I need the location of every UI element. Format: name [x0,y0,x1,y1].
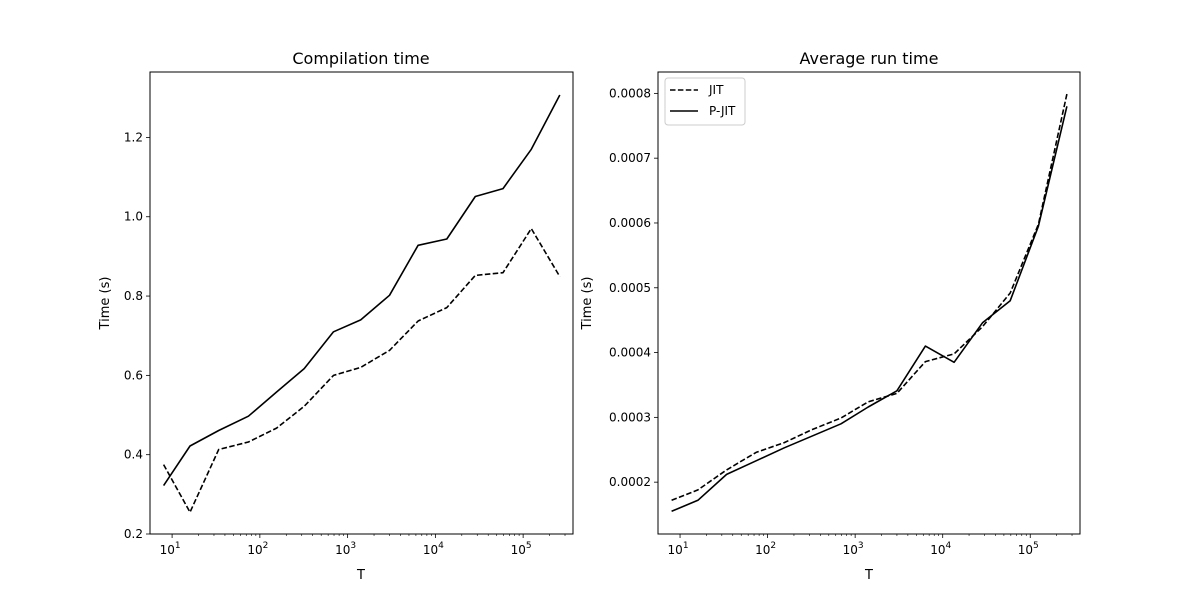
y-tick-label: 0.6 [124,368,143,382]
x-tick-label: 102 [247,541,268,557]
x-tick-label: 101 [160,541,181,557]
y-tick-label: 0.4 [124,448,143,462]
plot-area [162,94,561,514]
x-tick-label-exponent: 1 [683,541,689,551]
y-tick-label: 0.0007 [609,151,651,165]
x-tick-label-base: 10 [755,543,770,557]
solid-series-line [162,94,561,487]
x-axis-label: T [864,568,873,583]
x-tick-label-base: 10 [843,543,858,557]
x-tick-label-base: 10 [335,543,350,557]
y-tick-label: 0.2 [124,527,143,541]
x-tick-label-base: 10 [1018,543,1033,557]
y-tick-label: 0.0003 [609,410,651,424]
y-tick-label: 0.0002 [609,475,651,489]
x-tick-label: 101 [668,541,689,557]
legend-label-p-jit: P-JIT [709,104,736,118]
compilation-time-chart: Compilation time 101 102 103 104 1050.20.40.… [98,49,574,583]
solid-series-line [671,106,1068,513]
x-tick-label: 102 [755,541,776,557]
axes-frame [149,71,574,535]
x-axis-label: T [356,568,365,583]
y-tick-label: 0.0006 [609,216,651,230]
x-tick-label-exponent: 4 [945,541,951,551]
x-tick-label: 105 [511,541,532,557]
x-tick-label-base: 10 [247,543,262,557]
x-tick-label-exponent: 5 [526,541,532,551]
axis-ticks: 101 102 103 104 1050.00020.00030.00040.00050… [609,86,1073,557]
x-tick-label: 105 [1018,541,1039,557]
x-tick-label-base: 10 [668,543,683,557]
y-tick-label: 0.0005 [609,281,651,295]
x-tick-label-base: 10 [160,543,175,557]
axes-frame [657,71,1081,535]
x-tick-label-exponent: 5 [1033,541,1039,551]
chart-title: Compilation time [292,49,429,68]
y-tick-label: 0.0004 [609,346,651,360]
x-tick-label-exponent: 4 [438,541,444,551]
x-tick-label-base: 10 [511,543,526,557]
x-tick-label: 103 [843,541,864,557]
x-tick-label: 104 [930,541,951,557]
legend-label-jit: JIT [708,83,724,97]
legend-box [664,77,746,126]
y-axis-label: Time (s) [580,277,595,331]
x-tick-label-exponent: 3 [858,541,864,551]
y-tick-label: 0.8 [124,289,143,303]
x-tick-label-exponent: 3 [350,541,356,551]
y-tick-label: 1.2 [124,130,143,144]
x-tick-label: 104 [423,541,444,557]
x-tick-label-exponent: 1 [175,541,181,551]
x-tick-label-exponent: 2 [263,541,269,551]
dashed-series-line [671,93,1068,502]
y-tick-label: 1.0 [124,210,143,224]
x-tick-label-base: 10 [423,543,438,557]
chart-title: Average run time [800,49,939,68]
average-run-time-chart: Average run time 101 102 103 104 1050.00020.… [580,49,1081,583]
plot-area [671,93,1068,513]
y-axis-label: Time (s) [98,277,113,331]
x-tick-label-base: 10 [930,543,945,557]
x-tick-label: 103 [335,541,356,557]
x-tick-label-exponent: 2 [770,541,776,551]
legend: JIT P-JIT [664,77,746,126]
y-tick-label: 0.0008 [609,86,651,100]
dashed-series-line [162,227,561,514]
